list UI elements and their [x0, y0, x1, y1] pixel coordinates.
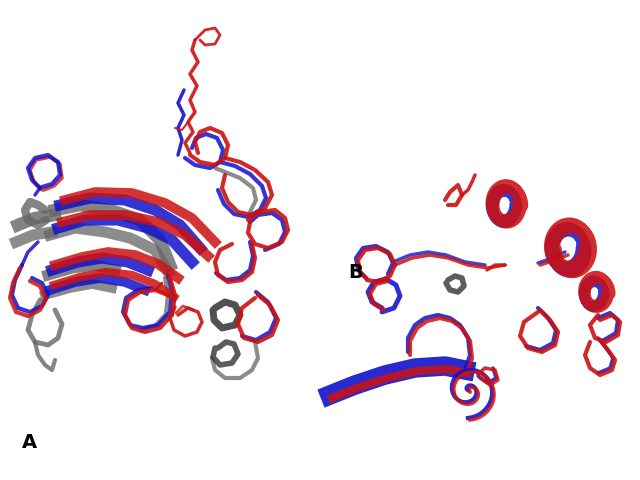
- Text: B: B: [348, 263, 363, 282]
- Text: A: A: [22, 433, 37, 452]
